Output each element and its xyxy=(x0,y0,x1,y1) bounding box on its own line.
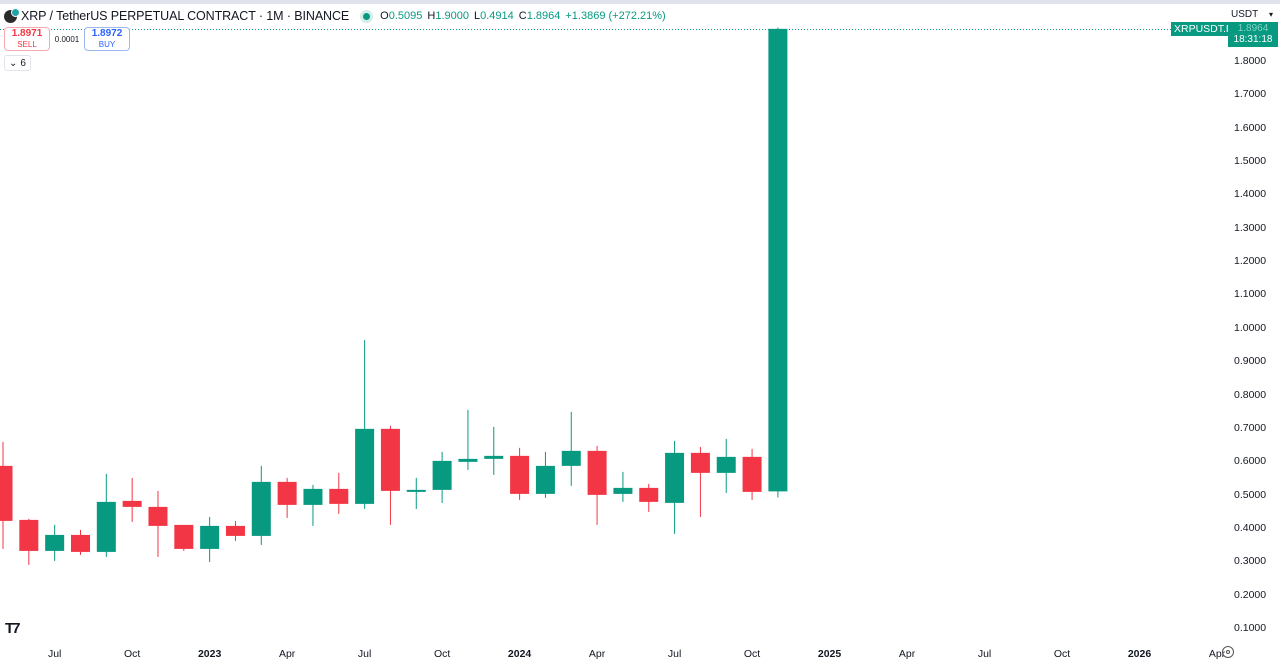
price-tick-label: 0.9000 xyxy=(1234,355,1267,368)
candle[interactable] xyxy=(174,524,194,551)
price-tick-label: 0.2000 xyxy=(1234,588,1267,601)
price-tick-label: 1.7000 xyxy=(1234,88,1267,101)
ohlc-close: C1.8964 xyxy=(518,10,561,22)
candle[interactable] xyxy=(96,473,116,557)
candle[interactable] xyxy=(19,518,39,565)
ohlc-open: O0.5095 xyxy=(380,10,423,22)
candle[interactable] xyxy=(45,524,65,561)
price-tick-label: 0.6000 xyxy=(1234,455,1267,468)
trade-panel: 1.8971 SELL 0.0001 1.8972 BUY xyxy=(4,27,130,51)
price-tick-label: 0.1000 xyxy=(1234,621,1267,634)
price-tick-label: 1.0000 xyxy=(1234,321,1267,334)
candle[interactable] xyxy=(355,340,375,509)
settings-icon[interactable] xyxy=(1222,646,1234,658)
candle[interactable] xyxy=(251,465,271,545)
time-tick-label: Jul xyxy=(667,648,682,660)
time-tick-label: Oct xyxy=(123,648,141,660)
time-tick-label: Oct xyxy=(1053,648,1071,660)
currency-value: USDT xyxy=(1231,8,1259,20)
candle[interactable] xyxy=(380,425,400,525)
price-tick-label: 1.2000 xyxy=(1234,255,1267,268)
top-border xyxy=(0,0,1280,4)
tradingview-logo[interactable]: T7 xyxy=(5,620,20,637)
candle[interactable] xyxy=(277,477,297,518)
candle[interactable] xyxy=(587,445,607,525)
price-change: +1.3869 (+272.21%) xyxy=(565,10,666,22)
spread-value: 0.0001 xyxy=(54,34,80,44)
ohlc-low: L0.4914 xyxy=(473,10,514,22)
time-tick-label: 2024 xyxy=(507,648,532,660)
price-tick-label: 1.1000 xyxy=(1234,288,1267,301)
candle[interactable] xyxy=(458,409,478,470)
ohlc-high: H1.9000 xyxy=(427,10,469,22)
currency-select[interactable]: USDT ▾ xyxy=(1227,5,1277,23)
price-tick-label: 1.8000 xyxy=(1234,55,1267,67)
price-tick-label: 0.4000 xyxy=(1234,521,1267,534)
time-tick-label: Apr xyxy=(588,648,606,660)
price-tick-label: 0.3000 xyxy=(1234,555,1267,568)
time-tick-label: 2025 xyxy=(817,648,842,660)
candle[interactable] xyxy=(665,440,685,534)
symbol-title[interactable]: XRP / TetherUS PERPETUAL CONTRACT · 1M ·… xyxy=(21,9,350,23)
candle[interactable] xyxy=(613,471,633,502)
candle[interactable] xyxy=(0,441,13,549)
time-tick-label: Jul xyxy=(357,648,372,660)
xrp-logo-icon xyxy=(4,7,20,23)
time-tick-label: Oct xyxy=(743,648,761,660)
candle[interactable] xyxy=(70,529,90,555)
time-tick-label: Apr xyxy=(1208,648,1226,660)
chevron-down-icon: ⌄ xyxy=(9,57,18,69)
chart-legend: XRP / TetherUS PERPETUAL CONTRACT · 1M ·… xyxy=(4,7,666,24)
price-tick-label: 0.8000 xyxy=(1234,388,1267,401)
candle[interactable] xyxy=(303,484,323,526)
last-price-tag: 1.8964 18:31:18 xyxy=(1228,22,1278,47)
price-tick-label: 0.7000 xyxy=(1234,421,1267,434)
candle[interactable] xyxy=(200,516,220,562)
candle[interactable] xyxy=(768,27,788,498)
candle[interactable] xyxy=(329,472,349,514)
symbol-tag: XRPUSDT.P xyxy=(1171,22,1236,36)
last-price: 1.8964 xyxy=(1237,23,1269,34)
price-tick-label: 1.3000 xyxy=(1234,221,1267,234)
indicators-count: 6 xyxy=(20,57,26,69)
candle[interactable] xyxy=(484,426,504,475)
time-tick-label: 2023 xyxy=(197,648,222,660)
time-tick-label: Jul xyxy=(977,648,992,660)
price-tick-label: 0.5000 xyxy=(1234,488,1267,501)
candle[interactable] xyxy=(639,483,659,512)
buy-label: BUY xyxy=(98,40,116,49)
market-status-icon[interactable] xyxy=(363,12,371,20)
candle[interactable] xyxy=(122,477,142,522)
candle[interactable] xyxy=(225,520,245,541)
candle[interactable] xyxy=(535,451,555,498)
sell-button[interactable]: 1.8971 SELL xyxy=(4,27,50,51)
candle[interactable] xyxy=(510,447,530,500)
candle[interactable] xyxy=(742,448,762,500)
candle[interactable] xyxy=(148,490,168,557)
time-tick-label: Jul xyxy=(47,648,62,660)
candle[interactable] xyxy=(690,446,710,517)
candle[interactable] xyxy=(432,451,452,503)
time-tick-label: Apr xyxy=(278,648,296,660)
time-tick-label: Apr xyxy=(898,648,916,660)
buy-price: 1.8972 xyxy=(91,28,123,39)
time-tick-label: Oct xyxy=(433,648,451,660)
price-tick-label: 1.6000 xyxy=(1234,121,1267,134)
candle[interactable] xyxy=(716,438,736,493)
sell-label: SELL xyxy=(17,40,37,49)
price-tick-label: 1.5000 xyxy=(1234,155,1267,168)
indicators-toggle-button[interactable]: ⌄ 6 xyxy=(4,55,31,71)
candle[interactable] xyxy=(406,477,426,509)
bar-countdown: 18:31:18 xyxy=(1233,34,1273,45)
time-tick-label: 2026 xyxy=(1127,648,1152,660)
buy-button[interactable]: 1.8972 BUY xyxy=(84,27,130,51)
candle[interactable] xyxy=(561,411,581,486)
chevron-down-icon: ▾ xyxy=(1268,9,1273,19)
sell-price: 1.8971 xyxy=(11,28,43,39)
price-tick-label: 1.4000 xyxy=(1234,188,1267,201)
